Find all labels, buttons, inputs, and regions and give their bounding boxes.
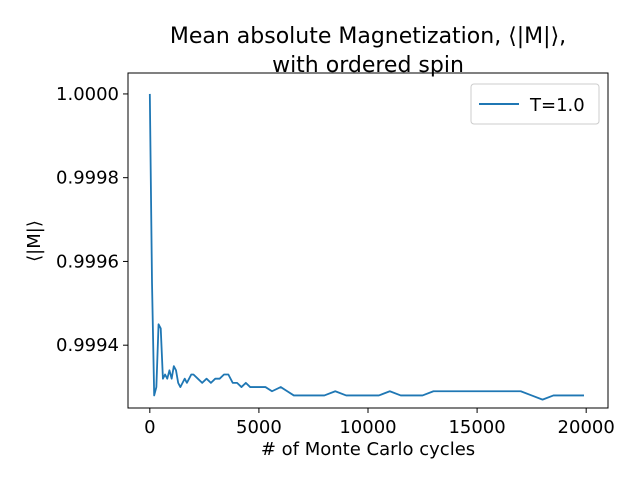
x-tick-label: 5000 <box>236 417 282 438</box>
x-tick-label: 0 <box>144 417 155 438</box>
y-axis: 0.9994 0.9996 0.9998 1.0000 <box>56 84 128 356</box>
x-tick-label: 10000 <box>339 417 396 438</box>
y-tick-label: 0.9996 <box>56 251 119 272</box>
x-tick-label: 20000 <box>558 417 615 438</box>
chart-title-line1: Mean absolute Magnetization, ⟨|M|⟩, <box>170 24 566 49</box>
series-layer <box>148 93 584 401</box>
y-tick-label: 0.9998 <box>56 168 119 189</box>
legend-box <box>470 83 600 125</box>
legend-label: T=1.0 <box>529 95 585 116</box>
y-tick-label: 1.0000 <box>56 84 119 105</box>
x-axis: 0 5000 10000 15000 20000 <box>144 408 615 438</box>
x-tick-label: 15000 <box>448 417 505 438</box>
y-axis-label: ⟨|M|⟩ <box>24 220 45 262</box>
y-tick-label: 0.9994 <box>56 335 119 356</box>
chart-title-line2: with ordered spin <box>272 53 464 78</box>
series-line <box>148 93 584 401</box>
legend: T=1.0 <box>470 83 600 125</box>
x-axis-label: # of Monte Carlo cycles <box>261 439 475 460</box>
